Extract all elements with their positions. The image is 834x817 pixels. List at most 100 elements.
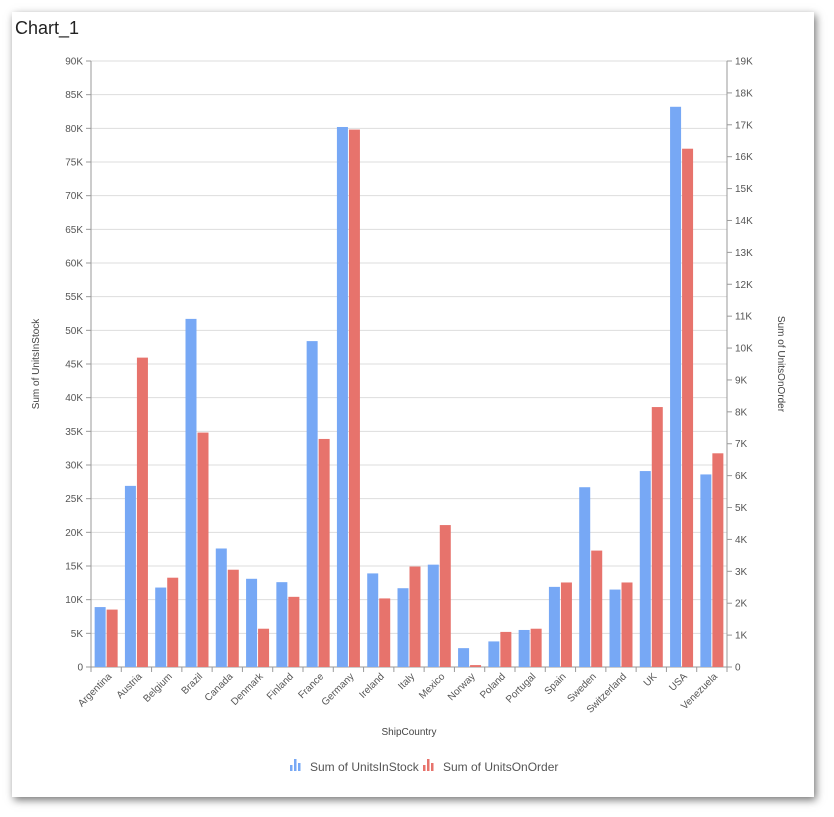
bar-units-in-stock: [276, 582, 288, 667]
bar-units-on-order: [651, 407, 663, 667]
bar-units-on-order: [409, 566, 421, 667]
y2-tick-label: 6K: [735, 471, 748, 482]
y2-tick-label: 7K: [735, 439, 748, 450]
bar-units-on-order: [106, 609, 118, 667]
bar-units-in-stock: [609, 589, 621, 667]
bar-units-on-order: [500, 631, 512, 667]
bar-units-in-stock: [155, 587, 167, 667]
x-tick-label: Austria: [115, 671, 145, 701]
x-tick-label: Mexico: [417, 671, 447, 701]
legend-icon-bar: [423, 765, 426, 771]
bar-units-in-stock: [670, 106, 682, 667]
y-tick-label: 50K: [65, 326, 83, 337]
bar-units-on-order: [682, 148, 694, 668]
bar-units-in-stock: [518, 629, 530, 667]
y2-tick-label: 12K: [735, 280, 753, 291]
bar-units-in-stock: [306, 341, 318, 667]
y-tick-label: 5K: [71, 629, 84, 640]
x-tick-label: UK: [642, 671, 660, 689]
bar-units-on-order: [439, 525, 451, 667]
bar-units-in-stock: [185, 318, 197, 667]
y2-tick-label: 9K: [735, 375, 748, 386]
bar-units-on-order: [470, 665, 482, 667]
bar-units-in-stock: [427, 564, 439, 667]
y-tick-label: 30K: [65, 461, 83, 472]
x-tick-label: Germany: [320, 671, 357, 708]
legend-icon-bar: [290, 765, 293, 771]
chart-title: Chart_1: [15, 18, 80, 38]
bar-units-in-stock: [397, 588, 409, 667]
legend-label: Sum of UnitsInStock: [310, 760, 420, 774]
bar-units-on-order: [530, 628, 542, 667]
y-tick-label: 80K: [65, 124, 83, 135]
x-tick-label: Finland: [265, 671, 296, 702]
bar-units-on-order: [621, 582, 633, 667]
bar-units-in-stock: [488, 641, 500, 667]
y-tick-label: 10K: [65, 595, 83, 606]
x-tick-label: Norway: [446, 671, 478, 703]
x-tick-label: Ireland: [357, 671, 386, 700]
bar-units-in-stock: [579, 487, 591, 667]
y2-tick-label: 17K: [735, 120, 753, 131]
bar-units-in-stock: [94, 607, 106, 667]
y2-axis-title: Sum of UnitsOnOrder: [775, 316, 786, 413]
bar-units-in-stock: [124, 485, 136, 667]
y-tick-label: 40K: [65, 393, 83, 404]
y2-tick-label: 10K: [735, 344, 753, 355]
bar-units-on-order: [348, 129, 360, 668]
bar-units-on-order: [258, 628, 270, 667]
bar-units-in-stock: [458, 648, 470, 667]
bar-units-in-stock: [336, 126, 348, 667]
bar-units-on-order: [591, 550, 603, 667]
y-tick-label: 55K: [65, 292, 83, 303]
y2-tick-label: 15K: [735, 184, 753, 195]
y2-tick-label: 0: [735, 663, 741, 674]
y2-tick-label: 18K: [735, 88, 753, 99]
y-tick-label: 85K: [65, 90, 83, 101]
x-tick-label: Argentina: [76, 671, 114, 709]
y2-tick-label: 2K: [735, 599, 748, 610]
legend-icon-bar: [298, 763, 301, 771]
x-tick-label: France: [296, 671, 326, 701]
y2-tick-label: 5K: [735, 503, 748, 514]
y-tick-label: 35K: [65, 427, 83, 438]
y2-tick-label: 19K: [735, 57, 753, 68]
bar-units-on-order: [560, 582, 572, 667]
y2-tick-label: 11K: [735, 312, 752, 323]
x-tick-label: Portugal: [504, 671, 538, 705]
x-tick-label: Brazil: [180, 671, 205, 696]
y-tick-label: 65K: [65, 225, 83, 236]
bar-units-in-stock: [367, 573, 379, 667]
x-tick-label: Poland: [478, 671, 508, 701]
legend-icon-bar: [294, 759, 297, 771]
x-tick-label: Belgium: [142, 671, 175, 704]
y-axis-title: Sum of UnitsInStock: [31, 318, 42, 410]
y-tick-label: 45K: [65, 360, 83, 371]
bar-units-in-stock: [215, 548, 227, 667]
bar-units-on-order: [136, 357, 148, 667]
y-tick-label: 60K: [65, 259, 83, 270]
y-tick-label: 0: [77, 663, 83, 674]
y-tick-label: 20K: [65, 528, 83, 539]
bar-units-in-stock: [246, 578, 258, 667]
y2-tick-label: 13K: [735, 248, 753, 259]
x-tick-label: Spain: [543, 671, 569, 697]
bar-chart: 0 5K 10K 15K 20K 25K 30K 35K 40K 45K 50K 55K 60K 65K 7…: [31, 57, 786, 775]
y-tick-label: 15K: [65, 562, 83, 573]
bar-units-on-order: [712, 453, 724, 667]
y2-tick-label: 14K: [735, 216, 753, 227]
y-tick-label: 90K: [65, 57, 83, 68]
x-tick-label: USA: [667, 671, 690, 694]
bar-units-in-stock: [700, 474, 712, 667]
y2-tick-label: 1K: [735, 631, 748, 642]
y2-tick-label: 8K: [735, 407, 748, 418]
chart-container: Chart_1 0 5K 10K 15K 20K 25K 30K 35K 40K 45K 50K 55…: [12, 12, 814, 797]
bar-units-on-order: [197, 432, 209, 667]
bar-units-on-order: [288, 596, 300, 667]
bar-units-on-order: [227, 569, 239, 667]
legend-icon-bar: [427, 759, 430, 771]
y-tick-label: 75K: [65, 158, 83, 169]
y2-tick-label: 16K: [735, 152, 753, 163]
legend-icon-bar: [431, 763, 434, 771]
y2-tick-label: 3K: [735, 567, 748, 578]
